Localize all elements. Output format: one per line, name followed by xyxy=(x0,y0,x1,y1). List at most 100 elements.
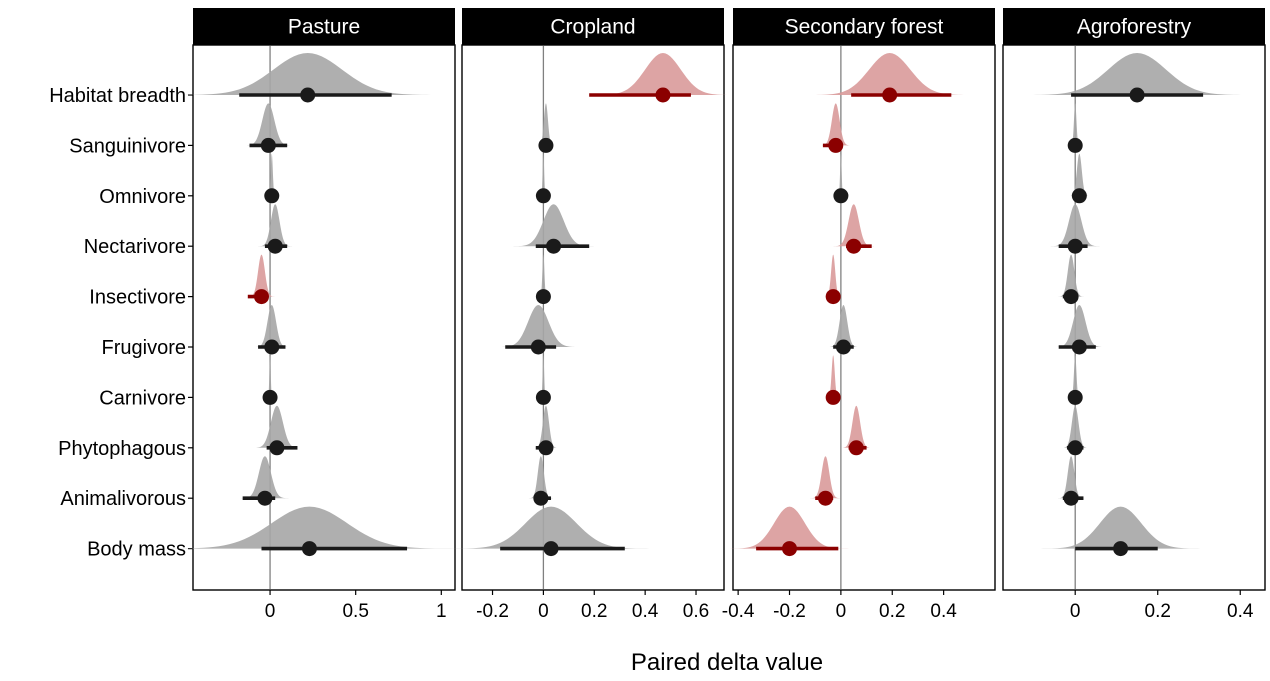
point-estimate xyxy=(301,541,317,557)
point-estimate xyxy=(846,238,862,254)
density-shape xyxy=(512,204,595,247)
row-nectarivore xyxy=(512,204,595,254)
row-insectivore xyxy=(535,254,551,305)
point-estimate xyxy=(1071,339,1087,355)
row-habitat-breadth xyxy=(1021,53,1253,103)
row-body-mass xyxy=(158,506,461,557)
point-estimate xyxy=(538,440,554,456)
row-insectivore xyxy=(824,254,842,305)
row-animalivorous xyxy=(810,456,841,506)
point-estimate xyxy=(546,238,562,254)
x-tick-label: 1 xyxy=(436,601,447,622)
x-tick-label: 0.2 xyxy=(581,601,607,622)
density-shape xyxy=(540,153,547,196)
point-estimate xyxy=(1129,87,1145,103)
row-carnivore xyxy=(535,355,551,405)
row-sanguinivore xyxy=(820,103,852,153)
row-phytophagous xyxy=(840,405,872,456)
point-estimate xyxy=(1067,238,1083,254)
x-tick-label: 0 xyxy=(265,601,276,622)
point-estimate xyxy=(535,389,551,405)
row-insectivore xyxy=(247,254,276,305)
row-nectarivore xyxy=(833,204,875,254)
point-estimate xyxy=(825,289,841,305)
row-body-mass xyxy=(727,506,852,557)
x-axis-title: Paired delta value xyxy=(631,649,823,676)
panel-title: Secondary forest xyxy=(785,16,944,39)
density-shape xyxy=(1069,153,1090,196)
panel-frame xyxy=(732,44,996,591)
row-insectivore xyxy=(1057,254,1085,305)
density-shape xyxy=(824,254,842,297)
density-shape xyxy=(244,103,293,146)
density-shape xyxy=(807,53,972,95)
point-estimate xyxy=(543,541,559,557)
point-estimate xyxy=(535,188,551,204)
panel-pasture: Pasture 0 0.5 1 xyxy=(158,8,461,622)
density-shape xyxy=(828,305,859,347)
row-carnivore xyxy=(1067,355,1083,405)
point-estimate xyxy=(262,389,278,405)
row-frugivore xyxy=(1054,305,1105,355)
density-shape xyxy=(170,53,445,95)
point-estimate xyxy=(835,339,851,355)
y-axis-labels: Habitat breadth Sanguinivore Omnivore Necta… xyxy=(49,85,193,561)
row-sanguinivore xyxy=(1067,103,1083,153)
point-estimate xyxy=(533,490,549,506)
panel-title: Agroforestry xyxy=(1077,16,1192,39)
y-tick-label-sanguinivore: Sanguinivore xyxy=(69,135,186,157)
density-shape xyxy=(1021,53,1253,95)
density-shape xyxy=(247,254,276,297)
x-tick-label: 0.4 xyxy=(1227,601,1254,622)
point-estimate xyxy=(535,289,551,305)
row-omnivore xyxy=(535,153,551,204)
density-shape xyxy=(591,53,735,95)
panel-secondary-forest: Secondary forest -0.4 -0.2 0 0.2 0.4 xyxy=(722,8,996,622)
density-shape xyxy=(267,153,276,196)
point-estimate xyxy=(848,440,864,456)
x-tick-label: 0 xyxy=(1070,601,1081,622)
x-tick-label: 0.6 xyxy=(683,601,709,622)
panel-strip xyxy=(193,8,455,45)
point-estimate xyxy=(538,137,554,153)
point-estimate xyxy=(1067,137,1083,153)
density-shape xyxy=(533,405,559,448)
row-phytophagous xyxy=(533,405,559,456)
point-estimate xyxy=(300,87,316,103)
row-habitat-breadth xyxy=(170,53,445,103)
density-shape xyxy=(1054,305,1105,347)
x-tick-label: -0.2 xyxy=(773,601,806,622)
density-shape xyxy=(1062,405,1089,448)
panels: Pasture 0 0.5 1 Cropland -0.2 0 0.2 0.4 0.6 Second… xyxy=(158,8,1266,622)
point-estimate xyxy=(257,490,273,506)
row-habitat-breadth xyxy=(807,53,972,103)
row-omnivore xyxy=(264,153,280,204)
panel-strip xyxy=(1003,8,1265,45)
density-shape xyxy=(833,204,875,247)
density-shape xyxy=(540,355,547,398)
point-estimate xyxy=(833,188,849,204)
point-estimate xyxy=(825,389,841,405)
point-estimate xyxy=(782,541,798,557)
point-estimate xyxy=(269,440,285,456)
point-estimate xyxy=(1113,541,1129,557)
density-shape xyxy=(267,355,273,398)
x-tick-label: -0.2 xyxy=(476,601,509,622)
y-tick-label-phytophagous: Phytophagous xyxy=(58,438,186,460)
panel-frame xyxy=(192,44,456,591)
density-shape xyxy=(1070,355,1081,398)
density-shape xyxy=(840,405,872,448)
row-carnivore xyxy=(262,355,278,405)
row-frugivore xyxy=(497,305,580,355)
density-shape xyxy=(252,405,301,448)
point-estimate xyxy=(1063,289,1079,305)
y-tick-label-animalivorous: Animalivorous xyxy=(60,488,186,510)
row-frugivore xyxy=(828,305,859,355)
point-estimate xyxy=(1067,440,1083,456)
point-estimate xyxy=(882,87,898,103)
row-animalivorous xyxy=(528,456,554,506)
x-tick-label: 0 xyxy=(836,601,847,622)
point-estimate xyxy=(260,137,276,153)
y-tick-label-body-mass: Body mass xyxy=(87,539,186,561)
density-shape xyxy=(158,506,461,549)
